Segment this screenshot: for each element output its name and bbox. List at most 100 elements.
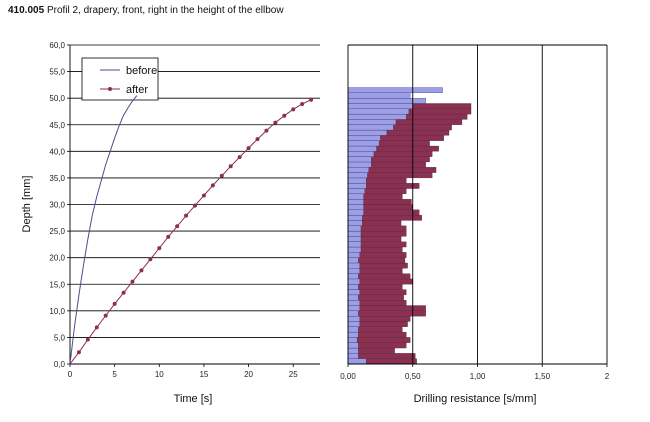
- series-line-before: [69, 95, 138, 365]
- bar-before: [347, 268, 360, 274]
- y-tick-label: 20,0: [49, 254, 65, 263]
- data-point-after: [264, 128, 269, 133]
- bar-before: [347, 305, 360, 311]
- x-tick-label: 0: [68, 370, 73, 379]
- bar-before: [347, 188, 365, 195]
- bar-before: [347, 177, 367, 184]
- data-point-after: [184, 213, 189, 218]
- y-tick-label: 30,0: [49, 201, 65, 210]
- bar-before: [347, 289, 360, 296]
- bar-before: [347, 353, 359, 359]
- drilling-resistance-chart: 0,00 0,50 1,00 1,50 2 Drilling resistance [s/…: [340, 44, 610, 405]
- bar-before: [347, 87, 443, 93]
- bar-before: [347, 209, 364, 216]
- bar-before: [347, 124, 394, 131]
- series-line-after: [69, 99, 312, 365]
- data-point-after: [300, 102, 305, 107]
- bar-before: [347, 172, 368, 179]
- bar-before: [347, 145, 377, 152]
- y-tick-label: 60,0: [49, 41, 65, 50]
- figure-title-id: 410.005: [8, 5, 45, 16]
- x-tick-label: 2: [605, 372, 610, 381]
- y-tick-label: 0,0: [54, 360, 66, 369]
- bar-before: [347, 241, 362, 248]
- data-point-after: [103, 313, 108, 318]
- data-point-after: [228, 164, 233, 169]
- data-point-after: [255, 137, 260, 142]
- bar-before: [347, 199, 364, 205]
- bar-before: [347, 310, 359, 317]
- y-tick-label: 10,0: [49, 307, 65, 316]
- bar-before: [347, 151, 375, 157]
- y-tick-label: 40,0: [49, 147, 65, 156]
- y-tick-label: 5,0: [54, 333, 66, 342]
- y-axis-title: Depth [mm]: [21, 176, 33, 233]
- bar-before: [347, 220, 363, 226]
- bar-before: [347, 358, 367, 365]
- data-point-after: [139, 268, 144, 273]
- x-axis-title: Time [s]: [174, 393, 213, 405]
- bar-before: [347, 284, 359, 290]
- data-point-after: [121, 290, 126, 295]
- bar-before: [347, 262, 360, 269]
- bar-before: [347, 273, 359, 280]
- x-tick-label: 1,50: [534, 372, 550, 381]
- data-point-after: [175, 224, 180, 229]
- bar-before: [347, 140, 380, 147]
- data-point-after: [157, 246, 162, 251]
- y-tick-label: 55,0: [49, 68, 65, 77]
- data-point-after: [291, 107, 296, 112]
- x-tick-label: 10: [155, 370, 164, 379]
- x-tick-label: 25: [289, 370, 298, 379]
- data-point-after: [282, 113, 287, 118]
- bar-before: [347, 326, 359, 333]
- bar-before: [347, 315, 360, 322]
- figure-title-text: Profil 2, drapery, front, right in the h…: [46, 5, 284, 16]
- bar-before: [347, 225, 362, 232]
- x-tick-label: 1,00: [470, 372, 486, 381]
- bar-before: [347, 92, 411, 99]
- legend-box: [81, 57, 159, 101]
- data-point-after: [130, 279, 135, 284]
- bar-before: [347, 204, 364, 210]
- bar-before: [347, 183, 367, 189]
- bar-before: [347, 103, 413, 109]
- data-point-after: [193, 203, 197, 208]
- data-point-after: [112, 301, 117, 306]
- depth-time-chart: 0,05,010,015,020,025,030,035,040,045,050…: [21, 41, 320, 405]
- legend-label-after: after: [126, 84, 148, 96]
- bar-before: [347, 98, 426, 104]
- figure-title: 410.005 Profil 2, drapery, front, right …: [8, 5, 284, 16]
- data-point-after: [237, 155, 242, 160]
- y-tick-label: 15,0: [49, 280, 65, 289]
- bar-before: [347, 161, 372, 168]
- data-point-after: [94, 325, 99, 330]
- y-tick-label: 45,0: [49, 121, 65, 130]
- bar-before: [347, 294, 359, 301]
- bar-before: [347, 135, 381, 141]
- data-point-after: [246, 146, 251, 151]
- bar-before: [347, 113, 407, 120]
- bar-before: [347, 167, 369, 173]
- y-tick-label: 25,0: [49, 227, 65, 236]
- data-point-after: [166, 234, 171, 239]
- data-point-after: [210, 183, 215, 188]
- bar-before: [347, 230, 362, 237]
- x-tick-label: 0,50: [405, 372, 421, 381]
- bar-before: [347, 331, 359, 338]
- x-axis-title: Drilling resistance [s/mm]: [414, 393, 537, 405]
- bar-before: [347, 342, 359, 349]
- x-tick-label: 5: [112, 370, 117, 379]
- bar-after: [347, 337, 411, 343]
- bar-before: [347, 156, 372, 163]
- x-tick-label: 15: [199, 370, 208, 379]
- bar-before: [347, 257, 359, 264]
- data-point-after: [273, 120, 278, 125]
- bar-before: [347, 119, 397, 125]
- x-tick-label: 0,00: [340, 372, 356, 381]
- bar-after: [347, 310, 426, 317]
- data-point-after: [219, 173, 224, 178]
- bar-before: [347, 337, 358, 343]
- bar-before: [347, 347, 359, 354]
